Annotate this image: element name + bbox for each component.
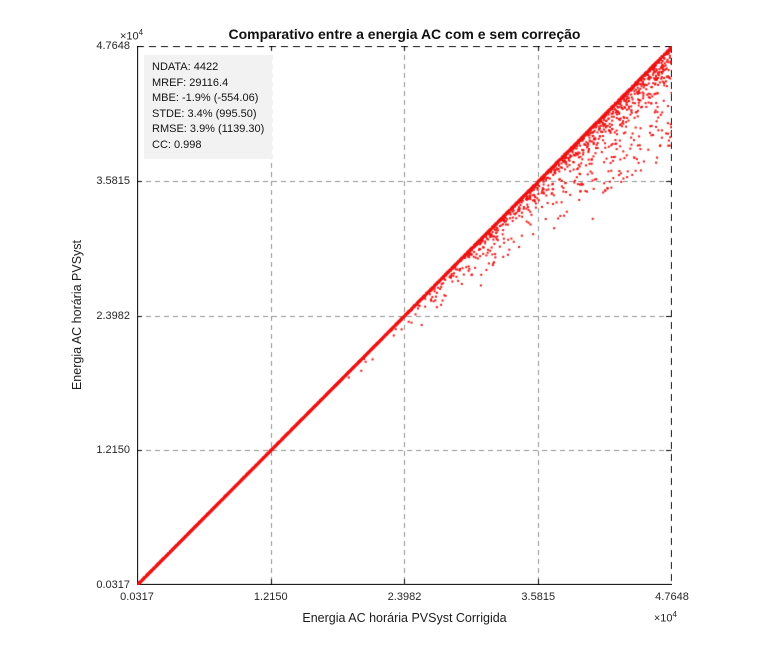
y-tick-label: 3.5815 <box>96 174 130 187</box>
y-tick-label: 0.0317 <box>96 579 130 591</box>
stats-line-ndata: NDATA: 4422 <box>152 61 219 73</box>
x-tick-label: 1.2150 <box>253 591 288 603</box>
x-exponent-prefix: ×10 <box>653 612 673 625</box>
stats-line-stde: STDE: 3.4% (995.50) <box>152 107 257 120</box>
y-exponent-prefix: ×10 <box>120 30 139 43</box>
x-tick-label: 4.7648 <box>655 591 689 603</box>
stats-line-rmse: RMSE: 3.9% (1139.30) <box>152 123 265 135</box>
y-axis-exponent: ×104 <box>120 28 143 43</box>
y-exponent-power: 4 <box>138 28 144 37</box>
y-tick-label: 4.7648 <box>96 40 130 52</box>
stats-line-mbe: MBE: -1.9% (-554.06) <box>152 92 259 104</box>
stats-line-cc: CC: 0.998 <box>152 138 202 151</box>
x-axis-exponent: ×104 <box>654 610 677 625</box>
x-tick-label: 2.3982 <box>387 591 422 603</box>
y-axis-label: Energia AC horária PVSyst <box>70 239 84 391</box>
x-tick-label: 3.5815 <box>521 591 556 603</box>
y-tick-label: 2.3982 <box>96 309 130 322</box>
chart-title: Comparativo entre a energia AC com e sem… <box>228 26 581 42</box>
x-axis-label: Energia AC horária PVSyst Corrigida <box>302 611 507 625</box>
x-exponent-power: 4 <box>672 610 677 619</box>
stats-box: NDATA: 4422 MREF: 29116.4 MBE: -1.9% (-5… <box>144 55 273 159</box>
y-tick-label: 1.2150 <box>96 444 130 457</box>
stats-line-mref: MREF: 29116.4 <box>152 76 229 89</box>
x-tick-label: 0.0317 <box>120 591 154 603</box>
